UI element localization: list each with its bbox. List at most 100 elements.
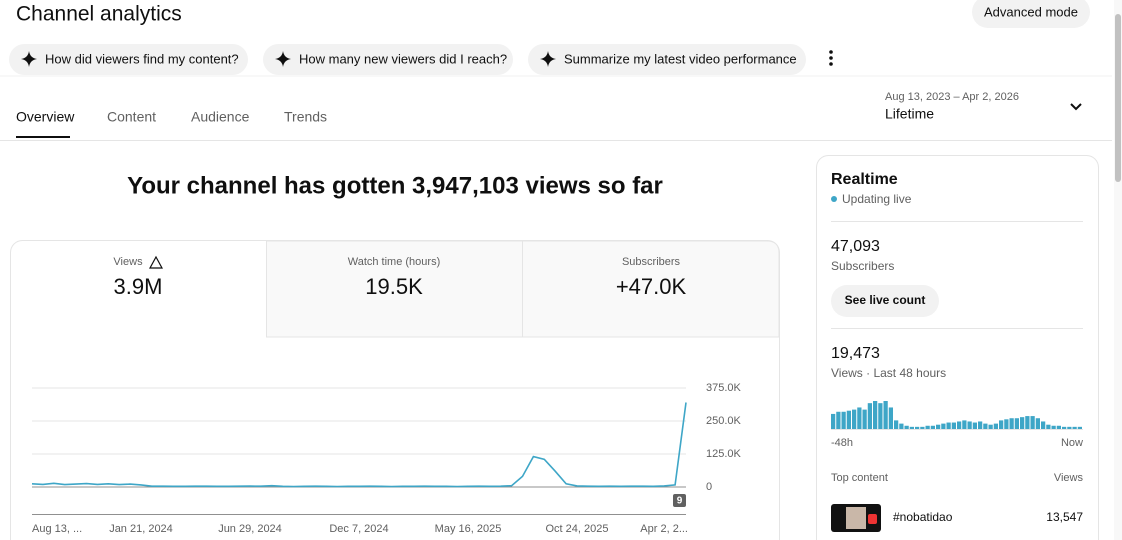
- metric-label: Watch time (hours): [348, 256, 441, 268]
- page-title: Channel analytics: [16, 3, 182, 26]
- bar: [925, 425, 930, 429]
- bar: [878, 403, 883, 429]
- chip[interactable]: [528, 44, 806, 75]
- bar: [846, 410, 851, 429]
- metric-value: 19.5K: [365, 274, 423, 299]
- bar: [888, 407, 893, 429]
- thumbnail-art: [846, 507, 866, 529]
- bar: [936, 424, 941, 429]
- bar: [1030, 416, 1035, 429]
- realtime-panel: [816, 155, 1099, 540]
- sparkle-icon: [275, 51, 291, 67]
- bar: [1035, 418, 1040, 429]
- live-dot: [831, 196, 837, 202]
- bar: [909, 426, 914, 429]
- bar: [1051, 425, 1056, 429]
- bar: [920, 426, 925, 429]
- bar: [852, 409, 857, 429]
- bar: [841, 411, 846, 429]
- scrollbar-thumb[interactable]: [1115, 14, 1121, 182]
- bar: [962, 420, 967, 429]
- chip[interactable]: [263, 44, 513, 75]
- bar: [1009, 418, 1014, 429]
- annotation-badge: [673, 494, 686, 507]
- bar: [1056, 425, 1061, 429]
- advanced-mode-label: Advanced mode: [984, 4, 1078, 19]
- bar: [831, 413, 836, 429]
- tab[interactable]: Trends: [284, 109, 327, 125]
- bar: [967, 421, 972, 429]
- metric-tab[interactable]: [522, 240, 780, 338]
- annotation-label: 9: [677, 496, 683, 507]
- bar: [941, 423, 946, 429]
- bar: [972, 422, 977, 429]
- y-tick-label: 250.0K: [706, 415, 742, 427]
- bar: [899, 423, 904, 429]
- subscriber-label: Subscribers: [831, 259, 894, 273]
- bar: [1072, 426, 1077, 429]
- y-tick-label: 125.0K: [706, 448, 742, 460]
- sparkle-icon: [21, 51, 37, 67]
- tab[interactable]: Overview: [16, 109, 75, 125]
- top-content-title: Top content: [831, 472, 888, 484]
- bar: [999, 420, 1004, 429]
- suggestion-chips: How did viewers find my content? How man…: [9, 44, 833, 75]
- metric-value: 3.9M: [114, 274, 163, 299]
- bar: [978, 421, 983, 429]
- chip[interactable]: [9, 44, 248, 75]
- x-tick-label: Dec 7, 2024: [329, 523, 388, 535]
- metric-tab[interactable]: [266, 240, 523, 338]
- bar: [1025, 416, 1030, 429]
- more-button[interactable]: [829, 50, 833, 66]
- x-tick-label: Aug 13, ...: [32, 523, 82, 535]
- advanced-mode-button[interactable]: [972, 0, 1090, 28]
- date-period[interactable]: Lifetime: [885, 106, 934, 122]
- bar: [1020, 417, 1025, 429]
- tab-underline: [16, 136, 70, 138]
- bar: [1041, 421, 1046, 429]
- x-tick-label: May 16, 2025: [435, 523, 502, 535]
- video-views: 13,547: [1046, 510, 1083, 524]
- bar: [883, 401, 888, 429]
- metric-label: Views: [113, 256, 143, 268]
- bar: [930, 425, 935, 429]
- scrollbar-track: [1114, 0, 1122, 540]
- video-title[interactable]: #nobatidao: [893, 510, 953, 524]
- metric-value: +47.0K: [616, 274, 687, 299]
- bar: [836, 411, 841, 429]
- metric-label: Subscribers: [622, 256, 681, 268]
- tab[interactable]: Audience: [191, 109, 250, 125]
- date-range: Aug 13, 2023 – Apr 2, 2026: [885, 91, 1019, 103]
- bar: [1014, 418, 1019, 429]
- bar: [1067, 426, 1072, 429]
- bar: [1062, 426, 1067, 429]
- views-line: [31, 402, 687, 488]
- x-tick-label: -48h: [831, 437, 853, 449]
- bar: [946, 422, 951, 429]
- subscriber-count: 47,093: [831, 238, 880, 255]
- realtime-title: Realtime: [831, 171, 898, 188]
- bar: [894, 420, 899, 429]
- chip-label: Summarize my latest video performance: [564, 51, 797, 66]
- top-content-column: Views: [1054, 472, 1084, 484]
- y-tick-label: 0: [706, 481, 712, 493]
- dropdown-chevron[interactable]: [1070, 103, 1082, 111]
- views-count: 19,473: [831, 345, 880, 362]
- thumbnail-badge: [868, 514, 877, 524]
- live-count-label: See live count: [845, 293, 926, 307]
- bar: [904, 425, 909, 429]
- headline: Your channel has gotten 3,947,103 views …: [127, 172, 663, 199]
- bar: [988, 424, 993, 429]
- bar: [1077, 426, 1082, 429]
- bar: [1046, 424, 1051, 429]
- tab[interactable]: Content: [107, 109, 156, 125]
- y-tick-label: 375.0K: [706, 382, 742, 394]
- sparkle-icon: [540, 51, 556, 67]
- chip-label: How did viewers find my content?: [45, 51, 239, 66]
- views-label: Views · Last 48 hours: [831, 366, 946, 380]
- bar: [915, 426, 920, 429]
- live-count-button[interactable]: [831, 285, 939, 317]
- bar: [862, 409, 867, 429]
- x-tick-label: Now: [1061, 437, 1083, 449]
- bar: [1004, 419, 1009, 429]
